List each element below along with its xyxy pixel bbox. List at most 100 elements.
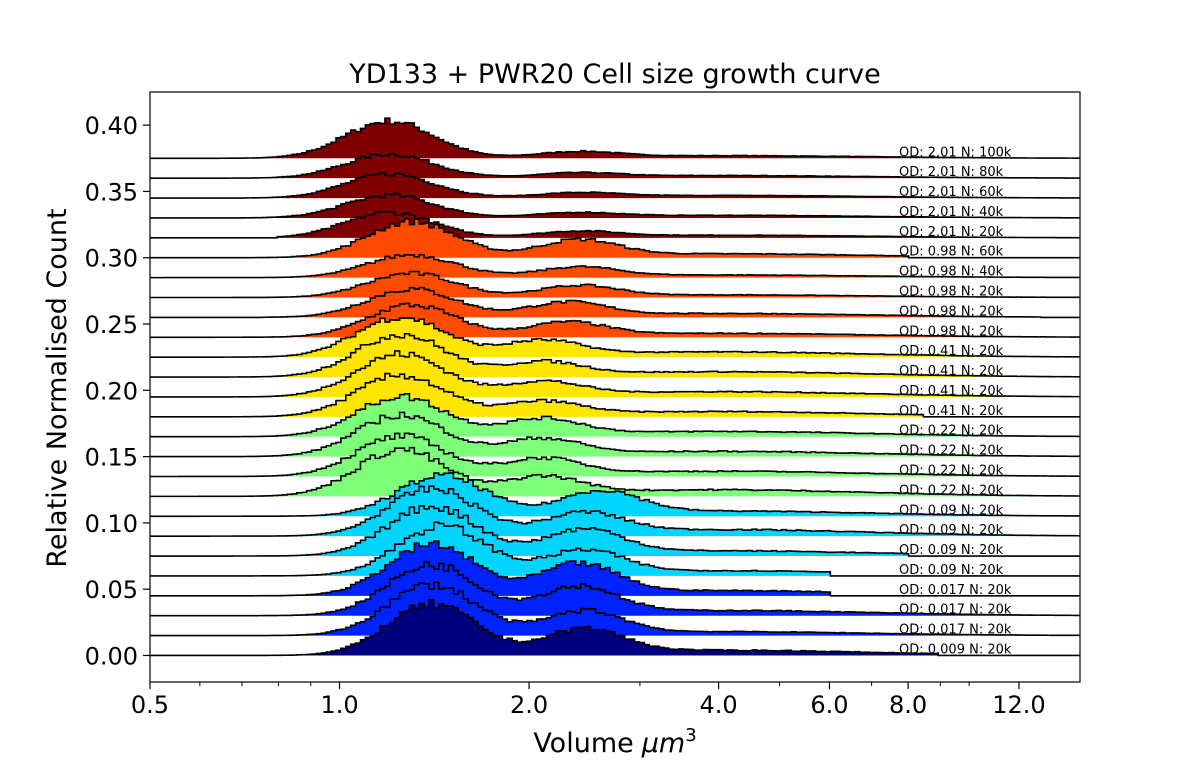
series-outline-13 [150, 350, 1080, 398]
series-fill-18 [150, 271, 1080, 298]
series-label: OD: 0.98 N: 20k [899, 285, 1004, 300]
series-label: OD: 0.09 N: 20k [899, 523, 1004, 538]
x-tick-label: 8.0 [889, 691, 927, 719]
plot-frame [149, 91, 1081, 683]
series-0: OD: 0.009 N: 20k [150, 598, 1080, 658]
x-axis-label-unit: μm [641, 728, 685, 759]
series-fill-5 [150, 505, 1080, 557]
series-label: OD: 0.22 N: 20k [899, 424, 1004, 439]
series-outline-4 [150, 521, 1080, 577]
y-axis: 0.00 0.05 0.10 0.15 0.20 0.25 0.30 0.35 0.40 [85, 112, 150, 670]
series-19: OD: 0.98 N: 40k [150, 253, 1080, 280]
series-label: OD: 0.22 N: 20k [899, 464, 1004, 479]
series-outline-1 [150, 581, 1080, 637]
series-outline-7 [150, 472, 1080, 518]
x-tick-label: 0.5 [131, 691, 169, 719]
series-outline-25 [150, 117, 1080, 160]
series-fill-2 [150, 561, 1080, 616]
series-outline-2 [150, 561, 1080, 617]
x-tick-label: 1.0 [320, 691, 358, 719]
x-tick-label: 6.0 [810, 691, 848, 719]
y-tick-label: 0.20 [85, 377, 138, 405]
series-fill-20 [150, 218, 1080, 258]
series-label: OD: 0.09 N: 20k [899, 563, 1004, 578]
series-label: OD: 2.01 N: 100k [899, 145, 1012, 160]
y-tick-label: 0.00 [85, 642, 138, 670]
series-20: OD: 0.98 N: 60k [150, 218, 1080, 260]
series-label: OD: 0.09 N: 20k [899, 543, 1004, 558]
series-outline-10 [150, 411, 1080, 458]
series-outline-22 [150, 192, 1080, 219]
y-axis-label: Relative Normalised Count [42, 208, 73, 567]
series-fill-8 [150, 447, 1080, 497]
x-axis-label: Volume μm3 [533, 725, 696, 759]
series-fill-6 [150, 486, 1080, 537]
series-outline-17 [150, 286, 1080, 319]
series-2: OD: 0.017 N: 20k [150, 561, 1080, 618]
series-outline-11 [150, 393, 1080, 438]
series-outline-8 [150, 446, 1080, 498]
series-label: OD: 0.22 N: 20k [899, 483, 1004, 498]
series-outline-12 [150, 372, 1080, 418]
series-layer: OD: 2.01 N: 100k OD: 2.01 N: 80k OD: 2.01 … [150, 117, 1080, 658]
series-label: OD: 2.01 N: 40k [899, 205, 1004, 220]
x-axis-label-text: Volume [533, 728, 633, 759]
series-4: OD: 0.09 N: 20k [150, 521, 1080, 578]
series-label: OD: 0.017 N: 20k [899, 603, 1012, 618]
series-label: OD: 0.98 N: 20k [899, 304, 1004, 319]
series-5: OD: 0.09 N: 20k [150, 505, 1080, 558]
series-label: OD: 0.017 N: 20k [899, 623, 1012, 638]
series-label: OD: 0.09 N: 20k [899, 503, 1004, 518]
series-7: OD: 0.09 N: 20k [150, 472, 1080, 518]
series-outline-3 [150, 540, 1080, 597]
series-fill-24 [150, 153, 1080, 179]
series-fill-23 [150, 172, 1080, 199]
series-fill-7 [150, 472, 1080, 517]
series-25: OD: 2.01 N: 100k [150, 117, 1080, 160]
series-outline-0 [150, 598, 1080, 657]
series-outline-5 [150, 505, 1080, 557]
series-18: OD: 0.98 N: 20k [150, 270, 1080, 300]
series-label: OD: 0.98 N: 60k [899, 245, 1004, 260]
y-tick-label: 0.05 [85, 576, 138, 604]
series-outline-19 [150, 253, 1080, 279]
series-label: OD: 0.98 N: 20k [899, 324, 1004, 339]
y-tick-label: 0.15 [85, 444, 138, 472]
series-outline-6 [150, 485, 1080, 537]
y-tick-label: 0.40 [85, 112, 138, 140]
series-label: OD: 0.41 N: 20k [899, 344, 1004, 359]
series-label: OD: 0.41 N: 20k [899, 384, 1004, 399]
series-3: OD: 0.017 N: 20k [150, 540, 1080, 598]
series-label: OD: 0.22 N: 20k [899, 444, 1004, 459]
series-outline-23 [150, 172, 1080, 199]
x-tick-label: 2.0 [510, 691, 548, 719]
series-23: OD: 2.01 N: 60k [150, 172, 1080, 200]
series-label: OD: 0.41 N: 20k [899, 404, 1004, 419]
x-axis-label-unit-power: 3 [685, 725, 696, 746]
series-fill-3 [150, 541, 1080, 596]
series-outline-24 [150, 152, 1080, 179]
series-fill-4 [150, 522, 1080, 576]
series-1: OD: 0.017 N: 20k [150, 581, 1080, 638]
series-fill-1 [150, 582, 1080, 636]
series-outline-14 [150, 333, 1080, 378]
series-fill-19 [150, 254, 1080, 278]
series-fill-0 [150, 599, 1080, 656]
series-6: OD: 0.09 N: 20k [150, 485, 1080, 538]
series-outline-20 [150, 218, 1080, 259]
series-label: OD: 2.01 N: 80k [899, 165, 1004, 180]
series-label: OD: 0.41 N: 20k [899, 364, 1004, 379]
y-tick-label: 0.10 [85, 510, 138, 538]
x-tick-label: 4.0 [700, 691, 738, 719]
series-label: OD: 0.009 N: 20k [899, 643, 1012, 658]
y-tick-label: 0.30 [85, 245, 138, 273]
series-label: OD: 0.98 N: 40k [899, 265, 1004, 280]
series-outline-21 [150, 210, 1080, 239]
series-24: OD: 2.01 N: 80k [150, 152, 1080, 180]
x-tick-label: 12.0 [992, 691, 1045, 719]
series-label: OD: 2.01 N: 20k [899, 225, 1004, 240]
series-outline-16 [150, 302, 1080, 339]
chart-title: YD133 + PWR20 Cell size growth curve [348, 59, 880, 90]
series-outline-9 [150, 432, 1080, 478]
